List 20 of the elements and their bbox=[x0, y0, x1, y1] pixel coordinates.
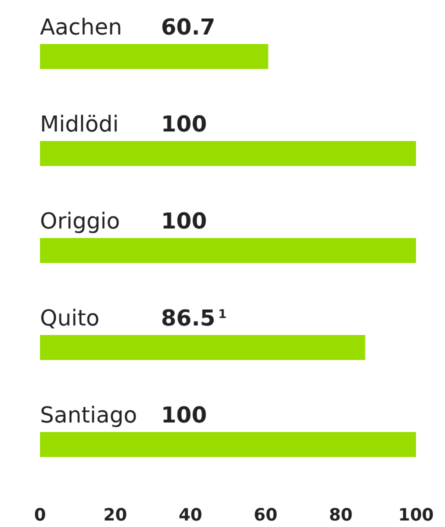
bar bbox=[40, 335, 366, 360]
y-tick-label: Midlödi bbox=[40, 112, 119, 138]
y-tick-label: Aachen bbox=[40, 16, 122, 40]
bar bbox=[40, 141, 416, 166]
x-tick-label: 20 bbox=[103, 506, 128, 526]
y-tick-label: Quito bbox=[40, 306, 100, 332]
bar bbox=[40, 238, 416, 263]
y-tick-label: Santiago bbox=[40, 404, 138, 428]
data-label: 100 bbox=[161, 404, 207, 428]
y-tick-label: Origgio bbox=[40, 210, 120, 234]
data-label: 100 bbox=[161, 210, 207, 234]
x-tick-label: 100 bbox=[398, 506, 434, 526]
x-tick-label: 40 bbox=[178, 506, 202, 526]
bar bbox=[40, 44, 268, 69]
x-tick-label: 80 bbox=[328, 506, 353, 526]
data-label: 60.7 bbox=[161, 16, 216, 40]
x-tick-label: 60 bbox=[254, 506, 278, 526]
bar bbox=[40, 432, 416, 457]
x-tick-label: 0 bbox=[34, 506, 46, 526]
data-label: 100 bbox=[161, 112, 207, 138]
